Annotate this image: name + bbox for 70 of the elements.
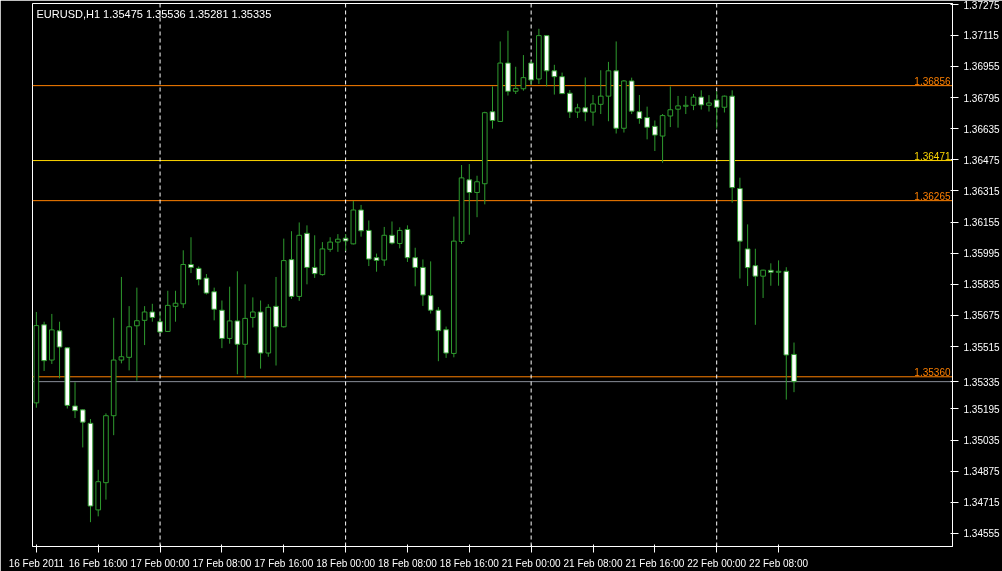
y-tick-label: 1.35035 (963, 435, 1001, 447)
candlestick (489, 85, 496, 130)
candlestick (250, 296, 256, 329)
x-tick-label: 16 Feb 16:00 (68, 557, 129, 569)
candlestick (551, 64, 558, 96)
candlestick (335, 233, 341, 253)
ref-line-label: 1.36471 (914, 150, 951, 162)
y-tick-label: 1.35835 (963, 279, 1001, 291)
y-tick-label: 1.36315 (963, 185, 1001, 197)
y-tick-label: 1.36955 (963, 61, 1001, 73)
candlestick (435, 306, 442, 362)
y-tick-label: 1.36475 (963, 154, 1001, 166)
y-tick-label: 1.37275 (963, 0, 1001, 11)
candlestick (134, 287, 140, 382)
y-tick-label: 1.36155 (963, 217, 1001, 229)
candlestick (768, 262, 774, 287)
candlestick (644, 106, 650, 140)
candlestick (273, 276, 279, 366)
candlestick (56, 321, 63, 379)
y-tick-label: 1.35195 (963, 403, 1001, 415)
candlestick (72, 381, 78, 419)
candlestick (652, 119, 658, 152)
x-tick-label: 17 Feb 08:00 (192, 557, 252, 569)
candlestick (211, 287, 217, 321)
candlestick (698, 89, 705, 111)
candlestick (760, 269, 766, 299)
chart-title: EURUSD,H1 1.35475 1.35536 1.35281 1.35335 (36, 7, 272, 20)
ref-line-label: 1.35360 (914, 366, 951, 378)
y-tick-label: 1.35515 (963, 341, 1001, 353)
y-tick-label: 1.35675 (963, 310, 1001, 322)
candlestick (566, 89, 573, 119)
candlestick (118, 276, 125, 364)
candlestick (474, 175, 480, 218)
candlestick (79, 408, 86, 448)
x-tick-label: 18 Feb 08:00 (377, 557, 438, 569)
candlestick (636, 94, 643, 125)
ref-line-label: 1.36265 (914, 190, 951, 202)
candlestick (427, 260, 434, 315)
x-tick-label: 21 Feb 16:00 (625, 557, 685, 569)
y-tick-label: 1.36795 (963, 92, 1001, 104)
candlestick (358, 204, 364, 238)
candlestick (597, 69, 604, 115)
y-tick-label: 1.35995 (963, 248, 1001, 260)
candlestick (590, 94, 596, 127)
x-tick-label: 17 Feb 00:00 (130, 557, 190, 569)
x-tick-label: 22 Feb 00:00 (687, 557, 747, 569)
candlestick (188, 236, 194, 274)
x-tick-label: 16 Feb 2011 (8, 557, 65, 569)
x-tick-label: 21 Feb 08:00 (563, 557, 623, 569)
x-tick-label: 22 Feb 08:00 (749, 557, 809, 569)
candlestick (559, 72, 565, 95)
y-tick-label: 1.36635 (963, 123, 1001, 135)
x-tick-label: 18 Feb 00:00 (316, 557, 376, 569)
candlestick (682, 95, 689, 115)
candlestick (675, 95, 681, 129)
candlestick (706, 94, 712, 113)
y-tick-label: 1.34715 (963, 497, 1001, 509)
ref-line-label: 1.36856 (914, 75, 951, 87)
y-tick-label: 1.37115 (963, 30, 1000, 42)
candlestick (443, 326, 449, 359)
x-tick-label: 21 Feb 00:00 (501, 557, 562, 569)
x-tick-label: 17 Feb 16:00 (254, 557, 314, 569)
candlestick (667, 85, 674, 128)
candlestick (412, 247, 419, 287)
y-tick-label: 1.34555 (963, 528, 1001, 540)
candlestick (172, 290, 179, 323)
y-tick-label: 1.35335 (963, 376, 1001, 388)
y-tick-label: 1.34875 (963, 466, 1001, 478)
x-tick-label: 18 Feb 16:00 (439, 557, 500, 569)
candlestick (659, 113, 666, 164)
